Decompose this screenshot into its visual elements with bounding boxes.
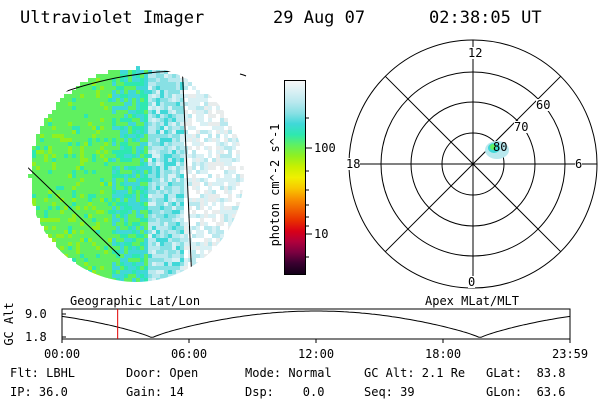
info-seq: Seq: 39 [364,385,415,399]
mlt-label-6: 6 [575,157,583,171]
info-gc-alt: GC Alt: 2.1 Re [364,366,466,380]
geographic-caption: Geographic Lat/Lon [70,294,201,308]
auroral-spot [485,141,509,159]
alt-tick-1.8: 1.8 [25,330,47,344]
colorbar-tick-10: 10 [314,227,329,241]
mlt-label-18: 18 [346,157,361,171]
uv-earth-image [28,66,247,282]
time-label: 02:38:05 UT [429,8,542,28]
alt-tick-9: 9.0 [25,307,47,321]
info-ip: IP: 36.0 [10,385,68,399]
info-flt: Flt: LBHL [10,366,76,380]
x-tick-0000: 00:00 [44,347,81,361]
apex-caption: Apex MLat/MLT [425,294,519,308]
info-mode: Mode: Normal [245,366,332,380]
mlat-label-80: 80 [493,140,508,154]
date-label: 29 Aug 07 [273,8,366,28]
mlat-label-60: 60 [536,98,551,112]
info-glon: GLon: 63.6 [486,385,566,399]
info-door: Door: Open [126,366,199,380]
x-tick-2359: 23:59 [552,347,589,361]
info-dsp: Dsp: 0.0 [245,385,325,399]
x-tick-1800: 18:00 [425,347,462,361]
info-glat: GLat: 83.8 [486,366,566,380]
mlt-label-0: 0 [468,275,476,289]
x-tick-0600: 06:00 [171,347,208,361]
colorbar [284,80,306,275]
x-tick-1200: 12:00 [298,347,335,361]
alt-axis-label: GC Alt [2,302,16,346]
info-gain: Gain: 14 [126,385,184,399]
mlat-label-70: 70 [514,120,529,134]
mlt-label-12: 12 [468,46,483,60]
app-title: Ultraviolet Imager [20,8,205,28]
colorbar-tick-100: 100 [314,141,336,155]
